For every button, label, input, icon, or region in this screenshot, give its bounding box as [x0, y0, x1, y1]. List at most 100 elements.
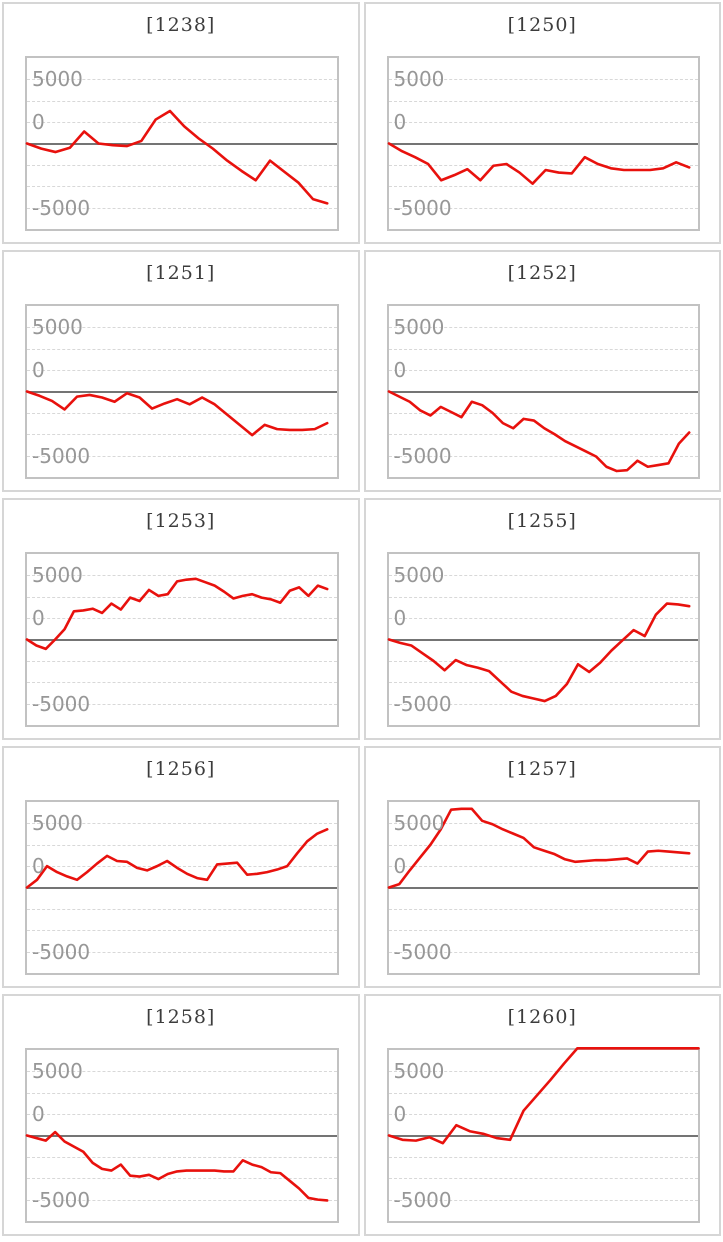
gridline — [27, 703, 337, 705]
gridline — [388, 596, 698, 598]
gridline — [388, 1071, 698, 1073]
y-tick-label-5000: 5000 — [32, 1059, 83, 1084]
zero-axis-line — [388, 1134, 698, 1137]
zero-axis-line — [27, 638, 337, 641]
chart-panel[interactable]: [1257] 5000 0 -5000 — [363, 746, 721, 988]
plot-area: 5000 0 -5000 — [387, 552, 700, 727]
gridline — [27, 908, 337, 910]
plot-area: 5000 0 -5000 — [387, 304, 700, 479]
plot-area: 5000 0 -5000 — [387, 800, 700, 975]
y-tick-label-5000: 5000 — [32, 811, 83, 836]
gridline — [388, 1156, 698, 1158]
gridline — [27, 434, 337, 436]
plot-area: 5000 0 -5000 — [387, 1048, 701, 1223]
plot-area: 5000 0 -5000 — [25, 552, 339, 727]
gridline — [388, 1178, 698, 1180]
chart-title: [1253] — [146, 510, 216, 532]
gridline — [388, 434, 698, 436]
plot-area: 5000 0 -5000 — [25, 800, 339, 975]
gridline — [388, 1092, 698, 1094]
gridline — [27, 1199, 337, 1201]
gridline — [27, 660, 337, 662]
line-chart — [389, 802, 699, 973]
chart-panel[interactable]: [1253] 5000 0 -5000 — [2, 498, 360, 740]
line-chart — [27, 58, 337, 229]
gridline — [27, 1092, 337, 1094]
gridline — [27, 1114, 337, 1116]
gridline — [27, 575, 337, 577]
line-chart — [27, 1050, 337, 1221]
plot-area: 5000 0 -5000 — [25, 304, 339, 479]
plot-area: 5000 0 -5000 — [25, 56, 339, 231]
y-tick-label-5000: 5000 — [32, 315, 83, 340]
payout-line-series — [27, 1132, 327, 1200]
gridline — [27, 1178, 337, 1180]
payout-line-series — [27, 829, 327, 887]
y-tick-label-5000: 5000 — [32, 67, 83, 92]
gridline — [27, 1071, 337, 1073]
gridline — [27, 823, 337, 825]
gridline — [27, 455, 337, 457]
gridline — [388, 122, 698, 124]
gridline — [27, 207, 337, 209]
chart-panel[interactable]: [1255] 5000 0 -5000 — [363, 498, 721, 740]
gridline — [27, 866, 337, 868]
gridline — [27, 164, 337, 166]
zero-axis-line — [388, 886, 698, 889]
chart-panel[interactable]: [1250] 5000 0 -5000 — [363, 2, 721, 244]
gridline — [27, 618, 337, 620]
y-tick-label-minus-5000: -5000 — [393, 939, 452, 964]
payout-line-series — [389, 392, 689, 472]
y-tick-label-minus-5000: -5000 — [32, 443, 91, 468]
gridline — [27, 930, 337, 932]
chart-title: [1252] — [507, 262, 577, 284]
gridline — [27, 596, 337, 598]
gridline — [388, 186, 698, 188]
line-chart — [27, 802, 337, 973]
zero-axis-line — [27, 390, 337, 393]
y-tick-label-minus-5000: -5000 — [32, 939, 91, 964]
chart-panel[interactable]: [1251] 5000 0 -5000 — [2, 250, 360, 492]
gridline — [27, 844, 337, 846]
gridline — [388, 660, 698, 662]
gridline — [388, 100, 698, 102]
payout-line-series — [27, 111, 327, 203]
gridline — [27, 327, 337, 329]
zero-axis-line — [27, 886, 337, 889]
chart-panel[interactable]: [1238] 5000 0 -5000 — [2, 2, 360, 244]
gridline — [388, 412, 698, 414]
chart-title: [1238] — [146, 14, 216, 36]
y-tick-label-0: 0 — [32, 854, 45, 879]
gridline — [388, 823, 698, 825]
gridline — [388, 348, 698, 350]
gridline — [388, 844, 698, 846]
chart-title: [1255] — [507, 510, 577, 532]
y-tick-label-5000: 5000 — [393, 67, 445, 92]
y-tick-label-0: 0 — [393, 854, 407, 879]
payout-line-series — [27, 392, 327, 436]
payout-line-series — [389, 1048, 699, 1143]
gridline — [388, 682, 698, 684]
y-tick-label-5000: 5000 — [393, 811, 445, 836]
line-chart — [389, 1050, 699, 1221]
y-tick-label-minus-5000: -5000 — [393, 443, 452, 468]
gridline — [388, 951, 698, 953]
y-tick-label-0: 0 — [32, 1102, 45, 1127]
y-tick-label-0: 0 — [393, 606, 407, 631]
gridline — [388, 575, 698, 577]
y-tick-label-minus-5000: -5000 — [393, 691, 452, 716]
payout-line-series — [389, 144, 689, 184]
gridline — [388, 1199, 698, 1201]
gridline — [27, 79, 337, 81]
y-tick-label-5000: 5000 — [393, 1059, 445, 1084]
chart-panel[interactable]: [1258] 5000 0 -5000 — [2, 994, 360, 1236]
gridline — [388, 703, 698, 705]
line-chart — [27, 554, 337, 725]
gridline — [27, 951, 337, 953]
gridline — [388, 930, 698, 932]
chart-panel[interactable]: [1256] 5000 0 -5000 — [2, 746, 360, 988]
y-tick-label-5000: 5000 — [393, 563, 445, 588]
chart-panel[interactable]: [1252] 5000 0 -5000 — [363, 250, 721, 492]
chart-panel[interactable]: [1260] 5000 0 -5000 — [363, 994, 721, 1236]
